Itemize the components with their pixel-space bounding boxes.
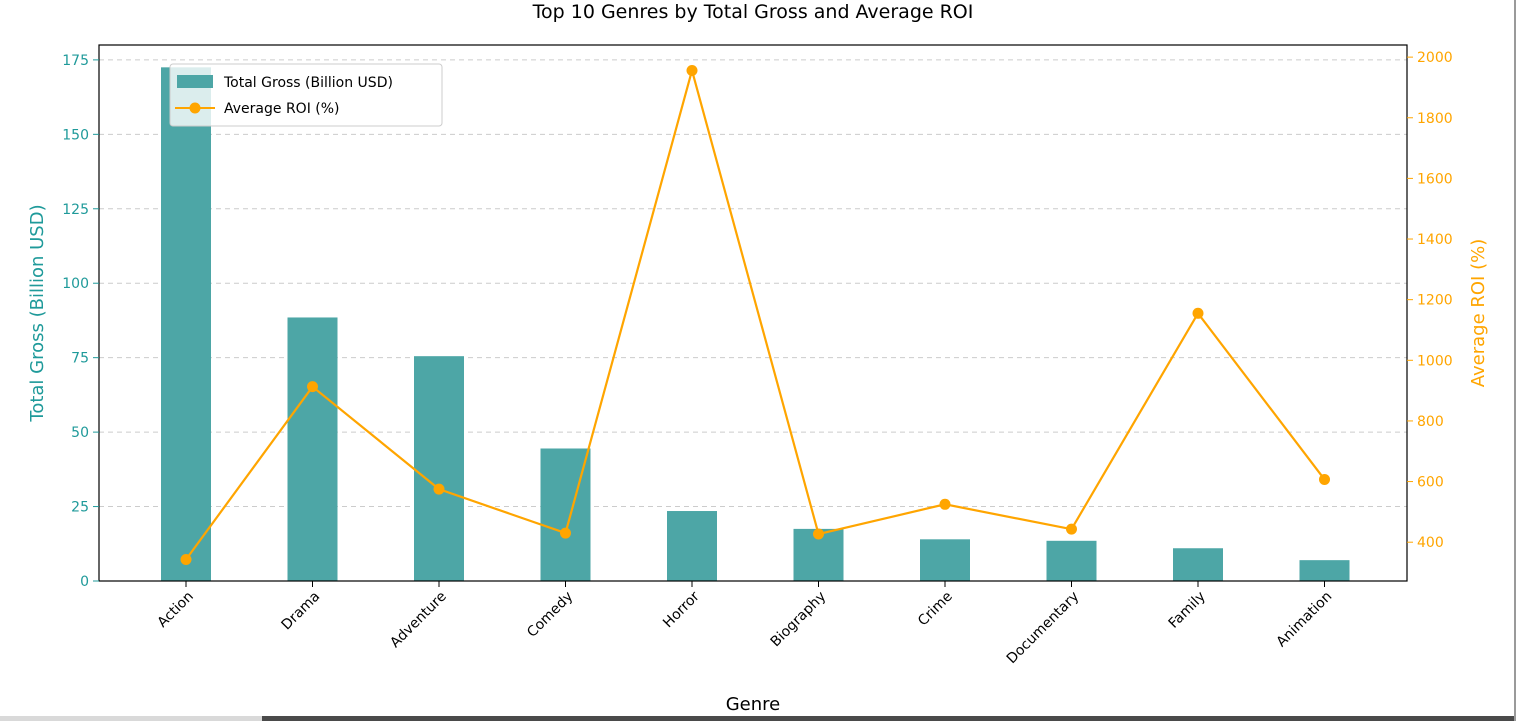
x-tick-label: Biography [768,589,830,651]
x-tick-label: Action [155,589,197,631]
scrollbar-thumb[interactable] [262,716,1514,721]
bar-family [1173,548,1223,581]
bar-adventure [414,356,464,581]
x-tick-label: Horror [660,588,703,631]
roi-point-adventure [433,483,445,495]
line-series [180,64,1330,565]
x-tick-label: Family [1166,589,1209,632]
legend-line-marker [189,102,201,114]
x-tick-label: Documentary [1004,589,1083,668]
legend-label-roi: Average ROI (%) [224,101,340,117]
x-tick-label: Crime [915,589,956,630]
roi-point-comedy [560,527,571,539]
y2-axis-label: Average ROI (%) [1468,239,1489,388]
legend: Total Gross (Billion USD) Average ROI (%… [169,63,443,127]
roi-point-crime [939,498,951,510]
legend-label-gross: Total Gross (Billion USD) [223,75,393,91]
y-tick-label: 100 [62,276,89,292]
bar-documentary [1046,540,1097,581]
legend-bar-swatch [177,75,213,88]
roi-point-action [180,553,192,565]
window-edge [1514,0,1516,721]
y2-tick-label: 800 [1417,414,1444,430]
y-tick-label: 50 [71,425,89,441]
roi-point-animation [1319,473,1330,485]
y-tick-label: 125 [62,202,89,218]
bar-series [161,67,1350,582]
y2-tick-label: 1200 [1417,293,1453,309]
plot-frame [98,44,1408,582]
roi-point-horror [686,64,698,76]
bar-crime [920,539,970,581]
y-tick-label: 150 [62,127,89,143]
roi-point-family [1192,307,1204,319]
roi-line [185,66,1326,561]
bar-animation [1299,560,1350,581]
right-axis-ticks: 400 600 800 1000 1200 1400 1600 1800 2000 [1407,50,1453,551]
y-axis-label: Total Gross (Billion USD) [27,204,48,422]
left-axis-ticks: 0 25 50 75 100 125 150 175 [62,53,99,590]
y-tick-label: 75 [71,351,89,367]
y2-tick-label: 400 [1417,535,1444,551]
y2-tick-label: 1400 [1417,232,1453,248]
roi-point-drama [307,381,318,393]
bar-horror [667,511,717,581]
x-tick-label: Animation [1274,589,1336,651]
x-tick-label: Adventure [387,589,450,652]
y-tick-label: 0 [80,574,89,590]
roi-point-documentary [1066,523,1077,535]
y-tick-label: 175 [62,53,89,69]
legend-box [169,63,443,127]
x-axis-ticks: Action Drama Adventure Comedy Horror Biograph… [155,581,1336,668]
y-tick-label: 25 [71,500,89,516]
scrollbar-track [0,716,262,721]
y2-tick-label: 1000 [1417,353,1453,369]
x-tick-label: Comedy [524,589,576,641]
x-tick-label: Drama [279,589,324,634]
bar-action [161,67,211,582]
roi-point-biography [813,528,824,540]
x-axis-label: Genre [726,694,781,715]
bar-drama [287,317,338,581]
y2-tick-label: 1600 [1417,171,1453,187]
y2-tick-label: 2000 [1417,50,1453,66]
y2-tick-label: 1800 [1417,111,1453,127]
chart-title: Top 10 Genres by Total Gross and Average… [532,1,974,23]
y2-tick-label: 600 [1417,475,1444,491]
